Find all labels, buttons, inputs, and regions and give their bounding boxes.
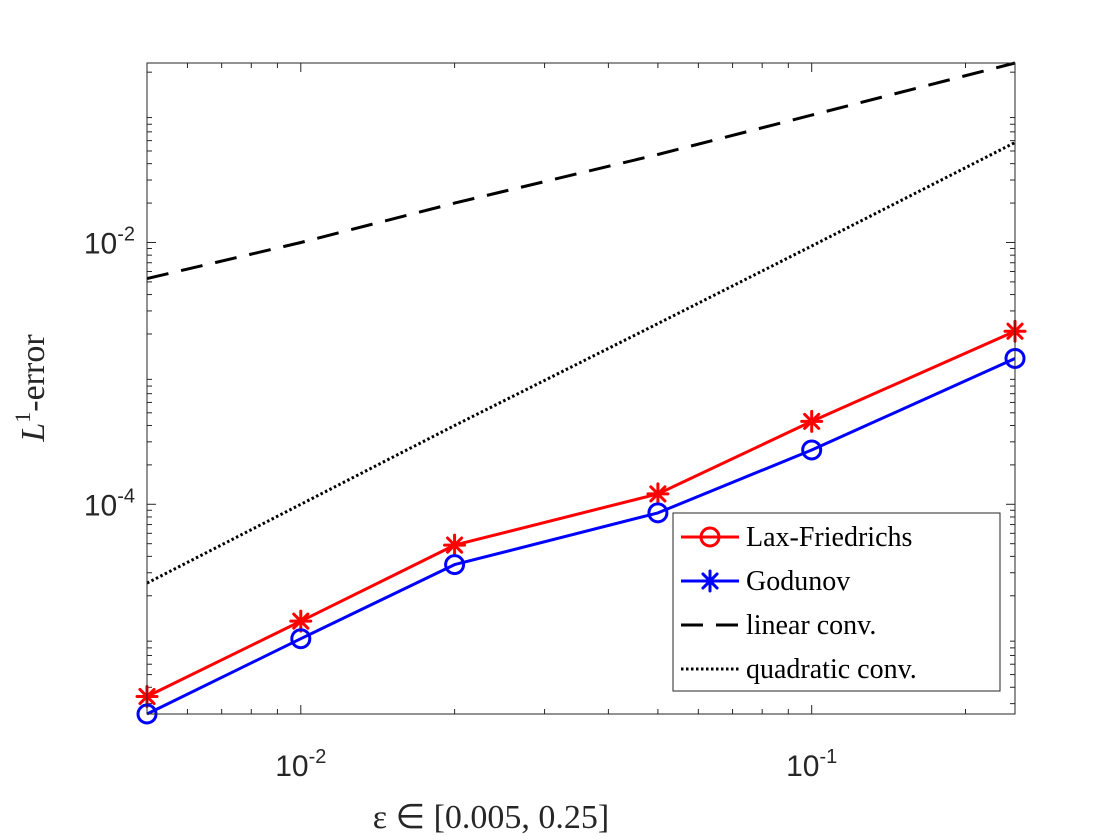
series-linear-conv — [146, 61, 1016, 281]
minor-ticks — [146, 63, 1015, 714]
legend-label: quadratic conv. — [746, 654, 917, 685]
x-axis-label: ε ∈ [0.005, 0.25] — [373, 799, 610, 836]
x-tick-label-exp: -1 — [819, 746, 837, 768]
y-axis-label-main: L — [15, 423, 52, 443]
legend-label: Godunov — [746, 566, 850, 597]
legend-item-linear-conv: linear conv. — [681, 610, 876, 641]
y-tick-label: 10-2 — [84, 223, 135, 260]
x-tick-label-base: 10 — [786, 750, 819, 783]
legend-box — [672, 512, 1001, 692]
x-tick-label: 10-1 — [786, 746, 837, 783]
y-tick-label: 10-4 — [84, 485, 135, 522]
data-point-godunov — [444, 554, 466, 576]
legend: Lax-Friedrichs Godunov linear conv. quadrat… — [672, 512, 1001, 692]
series-line-lax-friedrichs — [146, 329, 1016, 698]
tick-labels: 10-2 10-110-410-2 — [84, 223, 837, 783]
x-tick-label: 10-2 — [275, 746, 326, 783]
legend-label: Lax-Friedrichs — [746, 522, 912, 553]
y-axis-label-rest: -error — [15, 334, 52, 412]
x-tick-label-exp: -2 — [309, 746, 327, 768]
plot-frame — [146, 62, 1016, 715]
legend-marker — [699, 526, 721, 548]
series-line-linear-conv — [146, 61, 1016, 281]
data-point-lax-friedrichs — [289, 609, 313, 633]
y-tick-label-base: 10 — [84, 489, 117, 522]
data-point-lax-friedrichs — [646, 482, 670, 506]
x-tick-label-base: 10 — [275, 750, 308, 783]
series-layer — [135, 61, 1027, 725]
y-tick-label-base: 10 — [84, 227, 117, 260]
legend-item-lax-friedrichs: Lax-Friedrichs — [681, 522, 912, 553]
major-ticks — [147, 63, 1015, 714]
series-line-godunov — [146, 357, 1016, 716]
y-axis-label-sup: 1 — [10, 412, 35, 423]
data-point-godunov — [801, 439, 823, 461]
y-axis-label: L1-error — [10, 334, 52, 443]
y-tick-label-exp: -2 — [117, 223, 135, 245]
data-point-godunov — [290, 628, 312, 650]
data-point-godunov — [647, 502, 669, 524]
y-tick-label-exp: -4 — [117, 485, 135, 507]
legend-label: linear conv. — [746, 610, 876, 641]
data-point-lax-friedrichs — [443, 533, 467, 557]
legend-item-godunov: Godunov — [681, 566, 850, 597]
legend-marker — [698, 569, 722, 593]
legend-item-quadratic-conv: quadratic conv. — [681, 654, 917, 685]
data-point-lax-friedrichs — [800, 409, 824, 433]
